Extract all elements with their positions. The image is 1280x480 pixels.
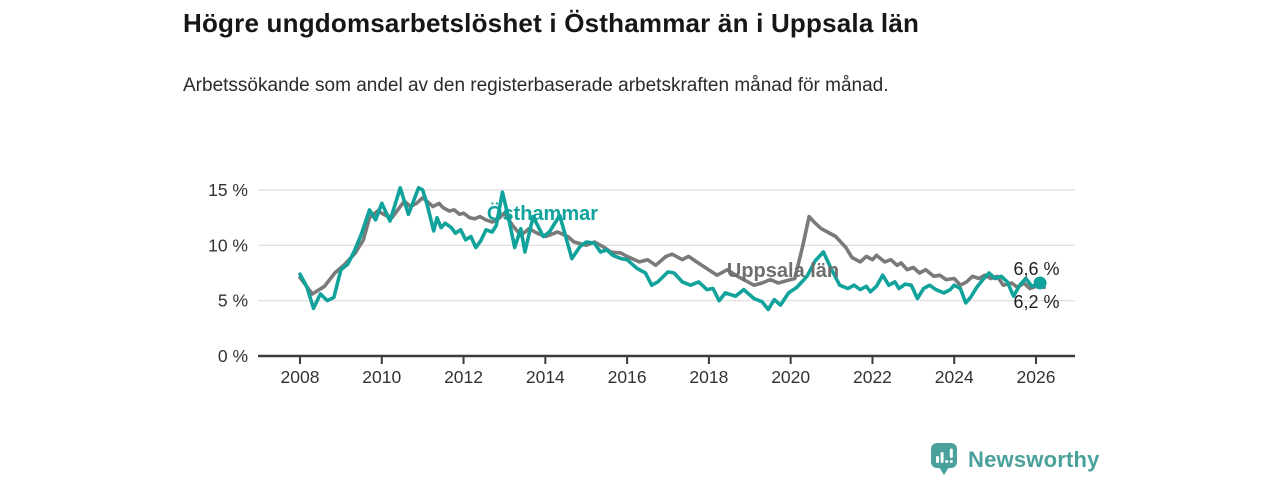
chart-title: Högre ungdomsarbetslöshet i Östhammar än… <box>183 8 920 38</box>
series-end-dot--sthammar <box>1033 276 1047 290</box>
x-tick-label-2008: 2008 <box>281 367 320 387</box>
y-tick-label-10: 10 % <box>208 235 248 255</box>
y-tick-label-5: 5 % <box>218 291 248 311</box>
x-tick-label-2010: 2010 <box>362 367 401 387</box>
x-tick-label-2016: 2016 <box>608 367 647 387</box>
x-tick-label-2020: 2020 <box>771 367 810 387</box>
x-tick-label-2012: 2012 <box>444 367 483 387</box>
newsworthy-bars-icon <box>931 443 959 477</box>
x-tick-label-2024: 2024 <box>935 367 974 387</box>
end-value-label-uppsala-l-n: 6,2 % <box>1014 292 1060 312</box>
chart-subtitle: Arbetssökande som andel av den registerb… <box>183 75 889 96</box>
x-tick-label-2026: 2026 <box>1017 367 1056 387</box>
series-line--sthammar <box>298 186 1042 312</box>
series-label-uppsala-l-n: Uppsala län <box>727 260 839 282</box>
end-value-label--sthammar: 6,6 % <box>1014 259 1060 279</box>
x-tick-label-2018: 2018 <box>689 367 728 387</box>
series-label--sthammar: Östhammar <box>487 202 598 225</box>
newsworthy-logo: Newsworthy <box>931 443 1100 477</box>
y-tick-label-0: 0 % <box>218 346 248 366</box>
y-tick-label-15: 15 % <box>208 180 248 200</box>
series-line-uppsala-l-n <box>298 195 1046 296</box>
x-tick-label-2014: 2014 <box>526 367 565 387</box>
newsworthy-logo-text: Newsworthy <box>968 447 1100 472</box>
x-tick-label-2022: 2022 <box>853 367 892 387</box>
